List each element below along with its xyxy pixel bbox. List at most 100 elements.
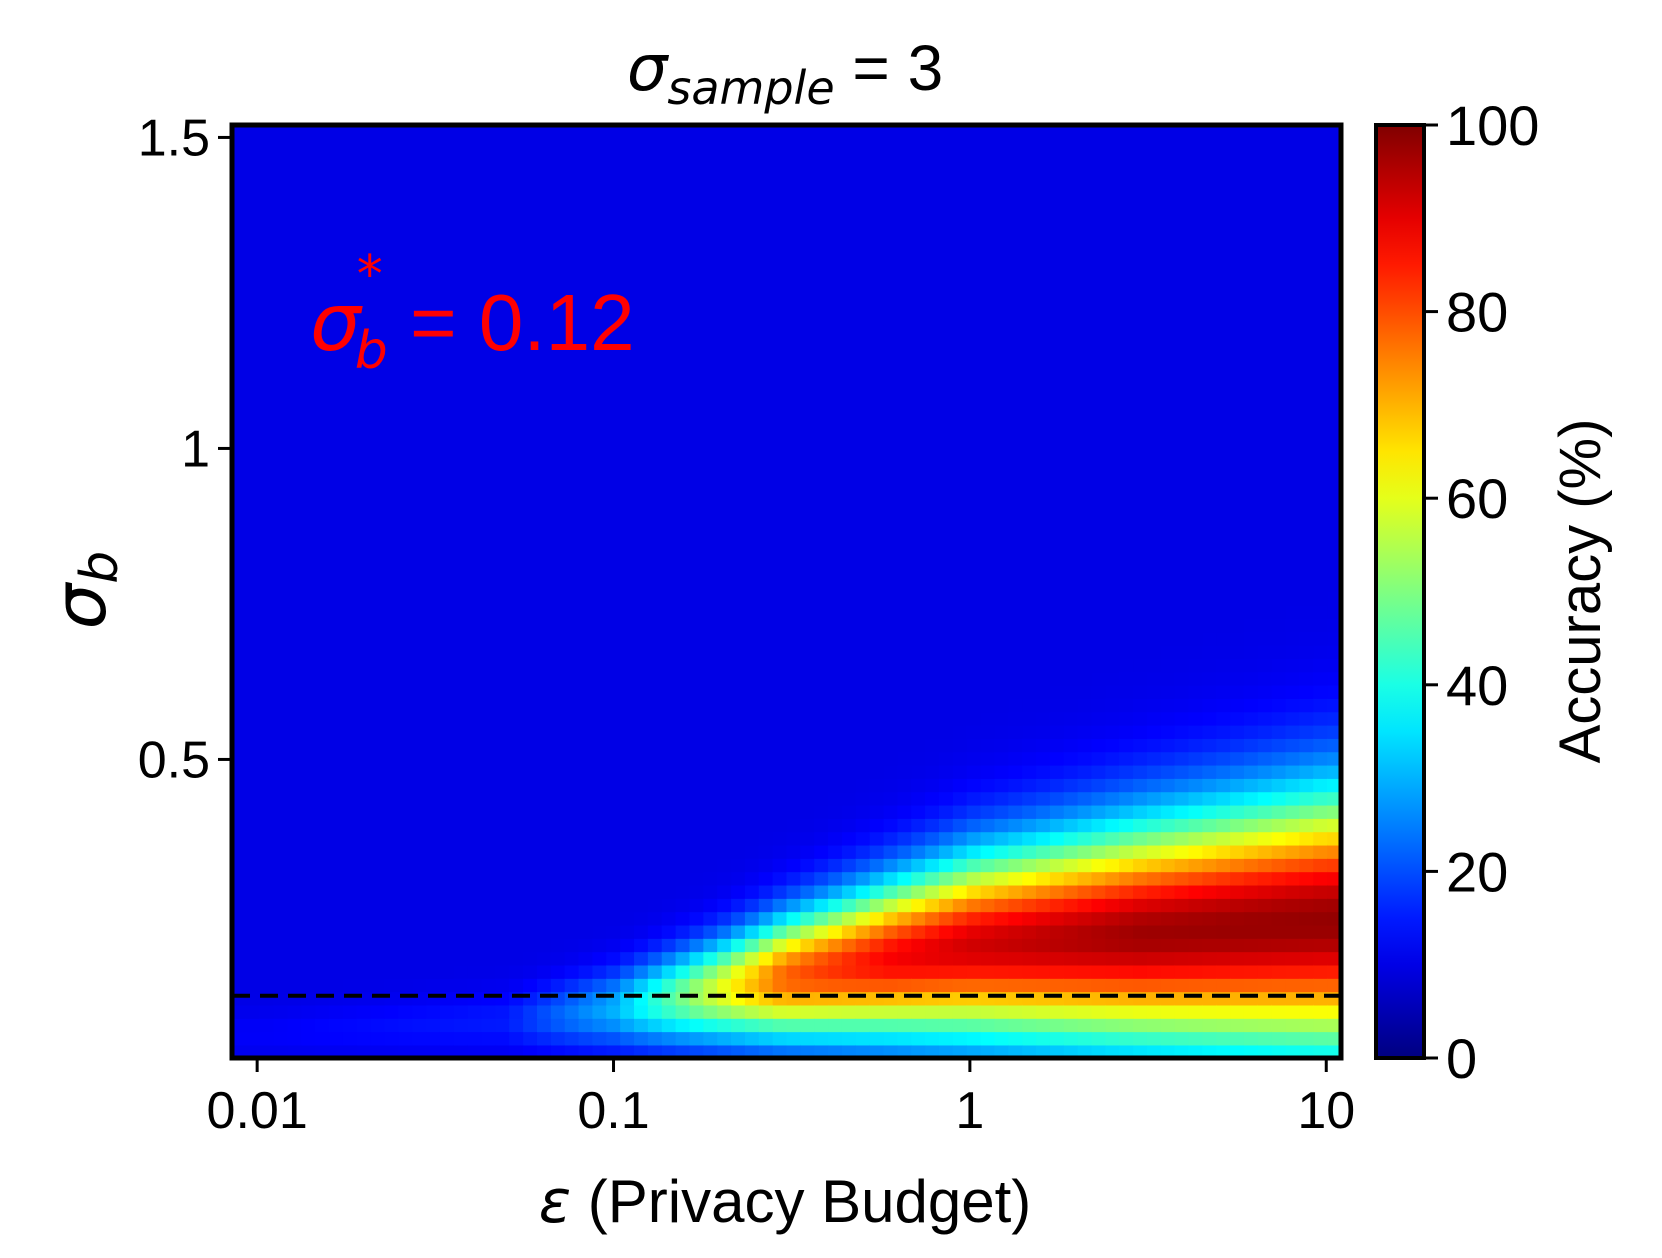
heatmap-cell: [744, 924, 760, 939]
heatmap-cell: [980, 524, 996, 539]
heatmap-cell: [1049, 271, 1065, 286]
heatmap-cell: [703, 844, 718, 859]
heatmap-cell: [952, 351, 968, 366]
heatmap-cell: [1160, 751, 1176, 766]
heatmap-cell: [439, 164, 455, 180]
heatmap-cell: [1188, 231, 1204, 246]
heatmap-cell: [1008, 498, 1023, 513]
heatmap-cell: [287, 418, 303, 433]
heatmap-cell: [356, 764, 372, 779]
heatmap-cell: [1133, 964, 1148, 979]
heatmap-cell: [828, 724, 843, 739]
heatmap-cell: [578, 164, 594, 180]
heatmap-cell: [1202, 738, 1218, 753]
heatmap-cell: [606, 218, 621, 233]
heatmap-cell: [758, 831, 774, 846]
heatmap-cell: [315, 698, 330, 713]
heatmap-cell: [273, 418, 289, 433]
heatmap-cell: [717, 791, 732, 806]
heatmap-cell: [1146, 658, 1162, 673]
heatmap-cell: [1022, 698, 1037, 713]
heatmap-cell: [550, 338, 566, 353]
heatmap-cell: [1049, 1031, 1065, 1046]
heatmap-cell: [1022, 604, 1037, 619]
heatmap-cell: [1133, 125, 1148, 140]
heatmap-cell: [495, 125, 511, 140]
heatmap-cell: [814, 684, 829, 699]
heatmap-cell: [1174, 764, 1190, 779]
heatmap-cell: [287, 738, 303, 753]
heatmap-cell: [301, 298, 316, 313]
heatmap-cell: [439, 951, 455, 966]
heatmap-cell: [232, 231, 247, 246]
heatmap-cell: [911, 484, 926, 499]
heatmap-cell: [1063, 884, 1079, 899]
heatmap-cell: [342, 1018, 358, 1033]
heatmap-cell: [634, 1004, 649, 1019]
heatmap-cell: [758, 1031, 774, 1046]
heatmap-cell: [1174, 498, 1190, 513]
heatmap-cell: [509, 391, 524, 406]
heatmap-cell: [315, 884, 330, 899]
heatmap-cell: [412, 1044, 427, 1058]
heatmap-cell: [952, 458, 968, 473]
heatmap-cell: [287, 911, 303, 926]
heatmap-cell: [1146, 511, 1162, 526]
heatmap-cell: [841, 858, 857, 873]
heatmap-cell: [1133, 191, 1148, 206]
heatmap-cell: [1049, 444, 1065, 460]
heatmap-cell: [952, 378, 968, 393]
heatmap-cell: [620, 818, 635, 833]
heatmap-cell: [523, 164, 538, 180]
heatmap-cell: [481, 258, 497, 273]
heatmap-cell: [1174, 1018, 1190, 1033]
heatmap-cell: [536, 831, 552, 846]
heatmap-cell: [786, 231, 802, 246]
heatmap-cell: [689, 218, 705, 233]
heatmap-cell: [897, 151, 913, 166]
heatmap-cell: [689, 444, 705, 460]
heatmap-cell: [897, 444, 913, 460]
heatmap-cell: [426, 218, 441, 233]
heatmap-cell: [1202, 1018, 1218, 1033]
heatmap-cell: [897, 924, 913, 939]
heatmap-cell: [1063, 391, 1079, 406]
heatmap-cell: [911, 431, 926, 446]
heatmap-cell: [342, 858, 358, 873]
heatmap-cell: [717, 391, 732, 406]
heatmap-cell: [841, 884, 857, 899]
heatmap-cell: [467, 991, 483, 1006]
heatmap-cell: [1133, 458, 1148, 473]
heatmap-cell: [467, 684, 483, 699]
heatmap-cell: [426, 831, 441, 846]
heatmap-cell: [1077, 618, 1093, 633]
heatmap-cell: [1077, 151, 1093, 166]
heatmap-cell: [592, 631, 608, 646]
heatmap-cell: [439, 231, 455, 246]
heatmap-cell: [758, 844, 774, 859]
heatmap-cell: [1077, 324, 1093, 340]
heatmap-cell: [786, 484, 802, 499]
heatmap-cell: [717, 191, 732, 206]
heatmap-cell: [869, 164, 885, 180]
heatmap-cell: [703, 631, 718, 646]
heatmap-cell: [758, 724, 774, 739]
heatmap-cell: [1049, 538, 1065, 553]
heatmap-cell: [980, 484, 996, 499]
heatmap-cell: [1133, 844, 1148, 859]
heatmap-cell: [744, 671, 760, 686]
heatmap-cell: [828, 844, 843, 859]
heatmap-cell: [814, 858, 829, 873]
heatmap-cell: [550, 858, 566, 873]
heatmap-cell: [634, 764, 649, 779]
heatmap-cell: [356, 191, 372, 206]
heatmap-cell: [800, 684, 816, 699]
heatmap-cell: [564, 191, 580, 206]
heatmap-cell: [952, 418, 968, 433]
heatmap-cell: [661, 524, 677, 539]
heatmap-cell: [938, 804, 954, 819]
heatmap-cell: [495, 151, 511, 166]
heatmap-cell: [1077, 311, 1093, 326]
heatmap-cell: [509, 711, 524, 726]
heatmap-cell: [1119, 218, 1134, 233]
